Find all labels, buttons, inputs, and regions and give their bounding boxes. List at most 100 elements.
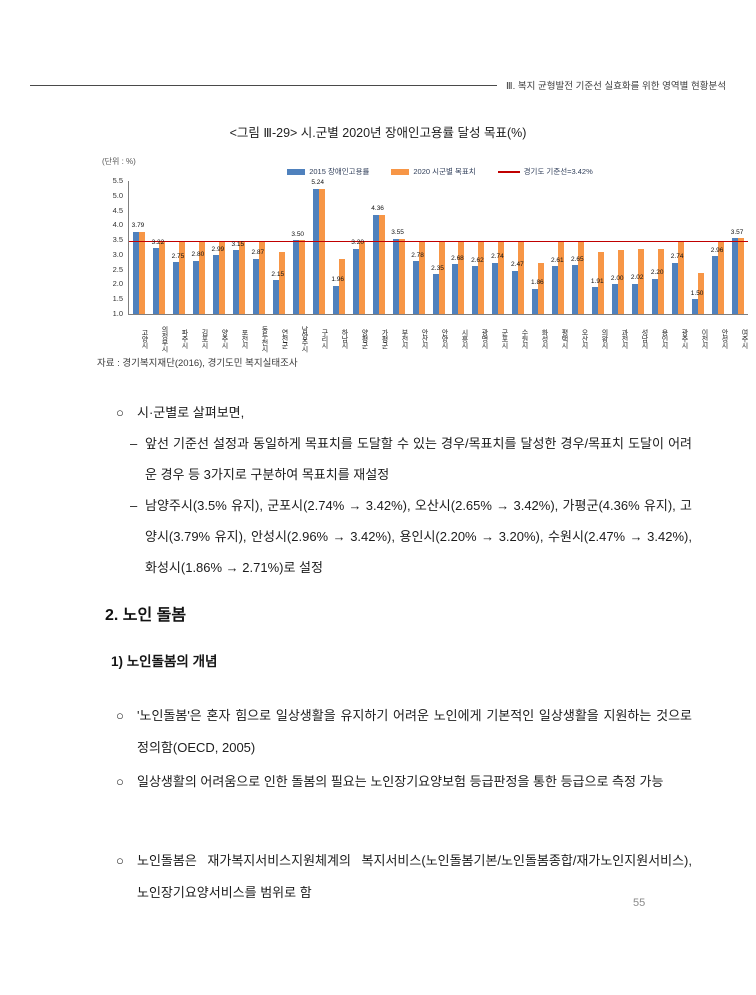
bullet-text: 시·군별로 살펴보면, [137, 405, 245, 420]
bar-2015 [672, 262, 679, 314]
bullet-text: 일상생활의 어려움으로 인한 돌봄의 필요는 노인장기요양보험 등급판정을 통한… [137, 774, 664, 789]
x-axis-label: 양평군 [361, 329, 368, 349]
subbullet-text: 앞선 기준선 설정과 동일하게 목표치를 도달할 수 있는 경우/목표치를 달성… [145, 436, 692, 482]
employment-target-chart: (단위 : %) 2015 장애인고용률 2020 시군별 목표치 경기도 기준… [100, 152, 750, 360]
y-axis-tick-label: 4.5 [112, 205, 123, 215]
bar-group: 2.00 [608, 181, 628, 314]
page-header: Ⅲ. 복지 균형발전 기준선 실효화를 위한 영역별 현황분석 [30, 78, 726, 92]
bar-group: 3.55 [389, 181, 409, 314]
legend-line-baseline [497, 170, 520, 173]
bar-value-label: 5.24 [311, 179, 325, 187]
unit-label: (단위 : %) [102, 157, 136, 166]
bar-2015 [132, 231, 139, 314]
bar-groups: 3.79 3.22 2.75 2.80 2.99 3.15 2.87 2.15 3.50 5.24… [129, 179, 748, 314]
y-axis-tick-label: 5.0 [112, 190, 123, 200]
bar-group: 3.15 [229, 181, 249, 314]
bar-group: 3.57 [728, 181, 748, 314]
bar-2020 [698, 272, 705, 314]
bar-value-label: 2.62 [471, 256, 484, 264]
bar-value-label: 3.55 [391, 229, 404, 237]
bar-2015 [632, 283, 639, 314]
bar-2020 [618, 250, 625, 314]
x-axis-label: 포천시 [241, 329, 248, 349]
bar-group: 2.87 [249, 181, 269, 314]
bar-2020 [298, 240, 305, 314]
bar-value-label: 2.61 [550, 256, 564, 264]
page-number: 55 [633, 897, 646, 909]
bar-group: 5.24 [309, 179, 329, 314]
bar-group: 3.79 [129, 181, 149, 314]
x-axis-label: 가평군 [381, 329, 388, 349]
y-axis-tick-label: 1.5 [112, 294, 123, 304]
bar-group: 2.20 [648, 181, 668, 314]
bar-2020 [318, 188, 325, 314]
x-axis-label: 이천시 [701, 329, 708, 349]
bar-2015 [212, 255, 219, 314]
x-axis-label: 연천군 [281, 329, 288, 349]
bar-2020 [518, 242, 525, 314]
x-axis-label: 의정부시 [161, 326, 168, 352]
bar-group: 2.62 [468, 181, 488, 314]
bar-group: 2.78 [409, 181, 429, 314]
dash-marker: – [130, 498, 138, 513]
baseline-line [129, 241, 748, 243]
bar-value-label: 2.87 [251, 249, 265, 257]
bar-2020 [438, 242, 445, 314]
x-axis-label: 안성시 [721, 329, 728, 349]
x-axis-label: 광주시 [681, 329, 688, 349]
bar-2015 [512, 270, 519, 314]
legend-item-baseline: 경기도 기준선=3.42% [497, 166, 593, 177]
bullet-scope: ○ 노인돌봄은 재가복지서비스지원체계의 복지서비스(노인돌봄기본/노인돌봄종합… [116, 845, 692, 909]
bar-value-label: 2.20 [650, 269, 664, 277]
bar-value-label: 3.79 [131, 222, 145, 230]
bullet-sigunbyeol: ○ 시·군별로 살펴보면, [116, 397, 690, 429]
y-axis-tick-label: 2.0 [112, 279, 123, 289]
bar-2015 [272, 280, 279, 314]
bar-2015 [732, 238, 739, 314]
x-axis-label: 의왕시 [601, 329, 608, 349]
x-axis-label: 하남시 [341, 329, 348, 349]
bar-2015 [572, 265, 579, 314]
bar-2020 [198, 242, 205, 314]
bar-group: 2.80 [189, 181, 209, 314]
bar-2020 [458, 242, 465, 314]
bar-group: 2.96 [708, 181, 728, 314]
header-rule [30, 84, 498, 86]
bar-group: 1.96 [329, 181, 349, 314]
bar-2015 [292, 240, 299, 314]
bar-value-label: 2.68 [451, 254, 464, 262]
legend-label-2015: 2015 장애인고용률 [309, 167, 370, 176]
bar-2020 [158, 242, 165, 314]
bullet-marker: ○ [116, 405, 124, 420]
bar-2020 [338, 259, 345, 314]
bar-2015 [392, 238, 399, 314]
bar-2020 [138, 231, 145, 314]
y-axis: 1.0 1.5 2.0 2.5 3.0 3.5 4.0 4.5 5.0 5.5 [99, 177, 125, 317]
bar-2020 [578, 242, 585, 314]
legend-swatch-2020 [391, 168, 410, 175]
bar-group: 2.75 [169, 181, 189, 314]
bar-2015 [172, 262, 179, 314]
y-axis-tick-label: 3.0 [112, 249, 123, 259]
bar-2015 [472, 266, 479, 314]
x-axis-label: 안산시 [421, 329, 428, 349]
x-axis-label: 김포시 [201, 329, 208, 349]
bar-2015 [692, 299, 699, 314]
bar-2015 [492, 262, 499, 314]
chart-plot-area: 1.0 1.5 2.0 2.5 3.0 3.5 4.0 4.5 5.0 5.5 3.79 3.22 2… [113, 177, 748, 317]
bar-value-label: 2.65 [570, 255, 584, 263]
bullet-marker: ○ [116, 708, 124, 723]
bullet-text: '노인돌봄'은 혼자 힘으로 일상생활을 유지하기 어려운 노인에게 기본적인 … [137, 708, 692, 755]
bullet-measurement: ○ 일상생활의 어려움으로 인한 돌봄의 필요는 노인장기요양보험 등급판정을 … [116, 766, 692, 798]
bar-value-label: 4.36 [371, 205, 384, 213]
legend-item-2015: 2015 장애인고용률 [287, 166, 369, 177]
bar-2015 [712, 256, 719, 314]
bar-2015 [232, 250, 239, 314]
y-axis-tick-label: 2.5 [112, 264, 123, 274]
bar-value-label: 3.20 [351, 239, 364, 247]
bar-value-label: 3.50 [291, 230, 305, 238]
bar-value-label: 2.75 [171, 252, 185, 260]
dash-marker: – [130, 436, 138, 451]
x-axis-label: 구리시 [321, 329, 328, 349]
section-subheading: 1) 노인돌봄의 개념 [111, 654, 218, 669]
